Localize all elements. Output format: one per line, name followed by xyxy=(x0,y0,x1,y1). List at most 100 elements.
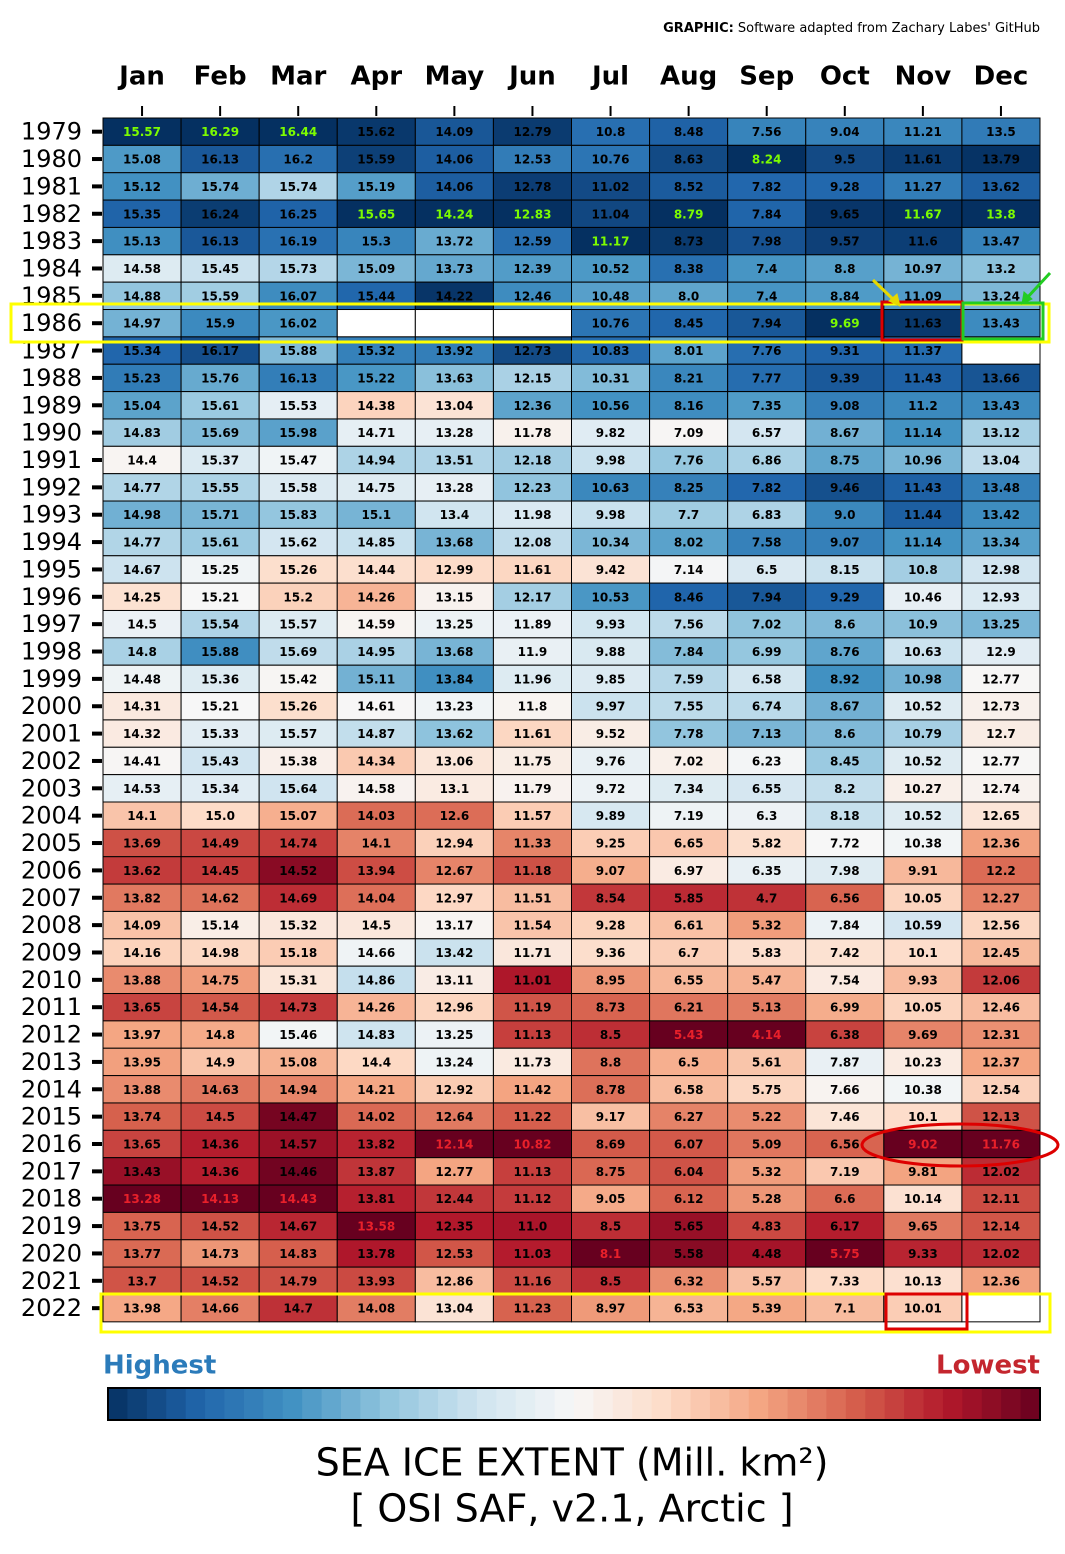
cell-label: 15.12 xyxy=(123,180,161,194)
colorbar-block xyxy=(981,1388,1002,1420)
cell-label: 11.37 xyxy=(904,344,942,358)
cell xyxy=(180,1211,260,1241)
cell-label: 5.09 xyxy=(752,1138,782,1152)
cell xyxy=(180,445,260,475)
cell xyxy=(727,1239,807,1268)
cell-label: 15.36 xyxy=(201,672,239,686)
cell-label: 8.8 xyxy=(834,262,855,276)
cell-label: 13.92 xyxy=(435,344,473,358)
cell xyxy=(961,254,1041,283)
cell-label: 15.46 xyxy=(279,1028,317,1042)
cell-label: 13.69 xyxy=(123,837,161,851)
cell xyxy=(805,609,885,639)
cell-label: 10.1 xyxy=(908,1110,938,1124)
chart-title: SEA ICE EXTENT (Mill. km²) xyxy=(316,1441,829,1485)
cell xyxy=(336,1020,416,1049)
cell-label: 14.59 xyxy=(357,618,395,632)
cell-label: 14.44 xyxy=(357,563,395,577)
cell-label: 10.05 xyxy=(904,891,942,905)
cell xyxy=(492,1047,572,1077)
cell-label: 6.97 xyxy=(674,864,704,878)
chart-subtitle: [ OSI SAF, v2.1, Arctic ] xyxy=(350,1487,793,1531)
legend-low: Lowest xyxy=(936,1351,1040,1381)
cell xyxy=(336,993,416,1022)
cell-label: 14.06 xyxy=(435,153,473,167)
y-tick-label: 2011 xyxy=(21,993,82,1021)
cell-label: 14.22 xyxy=(435,289,473,303)
cell xyxy=(571,883,651,912)
cell-label: 14.77 xyxy=(123,481,161,495)
cell-label: 10.8 xyxy=(908,563,938,577)
cell-label: 11.22 xyxy=(513,1110,551,1124)
cell xyxy=(883,1184,963,1213)
cell xyxy=(883,746,963,776)
cell xyxy=(961,1075,1041,1104)
cell xyxy=(180,1020,260,1049)
cell xyxy=(102,1129,182,1159)
cell-label: 15.35 xyxy=(123,207,161,221)
cell xyxy=(649,993,729,1022)
cell-label: 11.42 xyxy=(513,1083,551,1097)
colorbar-block xyxy=(360,1388,381,1420)
cell-label: 11.13 xyxy=(513,1165,551,1179)
cell-label: 13.17 xyxy=(435,919,473,933)
cell-label: 7.56 xyxy=(674,618,704,632)
cell xyxy=(102,1211,182,1241)
cell xyxy=(258,609,338,639)
cell-label: 11.02 xyxy=(592,180,630,194)
cell-label: 15.21 xyxy=(201,590,239,604)
cell-label: 15.1 xyxy=(361,508,391,522)
heatmap: Jan Feb Mar Apr May Jun Jul Aug Sep Oct Nov Dec 1979… xyxy=(21,62,1041,1323)
empty-cell xyxy=(961,1293,1041,1323)
cell-label: 11.44 xyxy=(904,508,942,522)
cell-label: 12.56 xyxy=(982,919,1020,933)
colorbar-block xyxy=(146,1388,167,1420)
cell xyxy=(102,609,182,639)
cell-label: 6.58 xyxy=(752,672,782,686)
y-tick-label: 2006 xyxy=(21,856,82,884)
cell-label: 12.23 xyxy=(513,481,551,495)
cell-label: 15.23 xyxy=(123,371,161,385)
cell-label: 10.53 xyxy=(592,590,630,604)
cell xyxy=(180,883,260,912)
cell xyxy=(414,363,494,393)
cell-label: 5.61 xyxy=(752,1055,782,1069)
cell-label: 11.78 xyxy=(513,426,551,440)
colorbar-block xyxy=(904,1388,924,1420)
cell-label: 7.94 xyxy=(752,317,782,331)
cell-label: 13.87 xyxy=(357,1165,395,1179)
cell xyxy=(727,856,807,885)
cell-label: 9.07 xyxy=(830,536,860,550)
cell xyxy=(883,993,963,1022)
cell-label: 10.52 xyxy=(592,262,630,276)
y-tick-label: 2014 xyxy=(21,1075,82,1103)
cell-label: 12.93 xyxy=(982,590,1020,604)
cell-label: 10.96 xyxy=(904,454,942,468)
cell-label: 6.35 xyxy=(752,864,782,878)
cell xyxy=(414,527,494,557)
cell xyxy=(649,309,729,338)
cell-label: 11.76 xyxy=(982,1138,1020,1152)
cell xyxy=(961,637,1041,666)
cell xyxy=(883,965,963,995)
cell-label: 10.27 xyxy=(904,782,942,796)
cell-label: 9.82 xyxy=(596,426,626,440)
cell-label: 13.8 xyxy=(986,207,1016,221)
cell-label: 14.47 xyxy=(279,1110,317,1124)
cell-label: 5.47 xyxy=(752,973,782,987)
cell-label: 9.52 xyxy=(596,727,626,741)
cell xyxy=(414,801,494,830)
cell-label: 15.18 xyxy=(279,946,317,960)
cell xyxy=(961,965,1041,995)
highlight-cell-box xyxy=(884,1292,969,1331)
cell-label: 9.28 xyxy=(596,919,626,933)
cell xyxy=(492,254,572,283)
cell-label: 7.13 xyxy=(752,727,782,741)
cell xyxy=(805,1047,885,1077)
cell-label: 7.82 xyxy=(752,481,782,495)
cell-label: 14.06 xyxy=(435,180,473,194)
cell xyxy=(180,1266,260,1295)
cell-label: 11.0 xyxy=(518,1220,548,1234)
cell-label: 10.38 xyxy=(904,1083,942,1097)
cell-label: 7.4 xyxy=(756,289,777,303)
